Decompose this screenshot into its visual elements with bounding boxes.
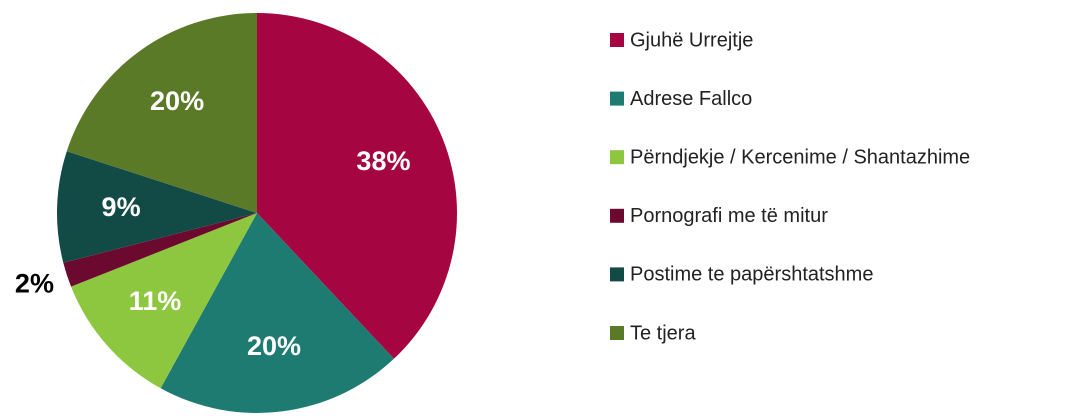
pie-slice: [63, 213, 257, 287]
data-label: 20%: [150, 86, 204, 116]
legend-swatch: [610, 326, 624, 340]
pie-slice: [71, 213, 257, 389]
data-label: 2%: [15, 268, 54, 298]
data-label: 38%: [356, 146, 410, 176]
pie-slice: [57, 151, 258, 263]
pie-slice: [160, 213, 394, 413]
legend-swatch: [610, 208, 624, 223]
legend-swatch: [610, 33, 624, 47]
legend-label: Gjuhë Urrejtje: [630, 29, 753, 51]
data-label: 11%: [129, 286, 182, 316]
legend-swatch: [610, 91, 624, 106]
legend-label: Pornografi me të mitur: [630, 205, 828, 227]
pie-slice: [257, 13, 457, 359]
legend-label: Postime te papërshtatshme: [630, 264, 873, 286]
pie-slice: [66, 13, 257, 213]
data-label: 9%: [102, 192, 141, 222]
data-label: 20%: [247, 331, 301, 361]
legend-swatch: [610, 267, 624, 282]
legend-label: Te tjera: [630, 322, 696, 344]
legend-label: Përndjekje / Kercenime / Shantazhime: [630, 146, 970, 168]
legend-label: Adrese Fallco: [630, 88, 752, 110]
legend-swatch: [610, 150, 624, 165]
